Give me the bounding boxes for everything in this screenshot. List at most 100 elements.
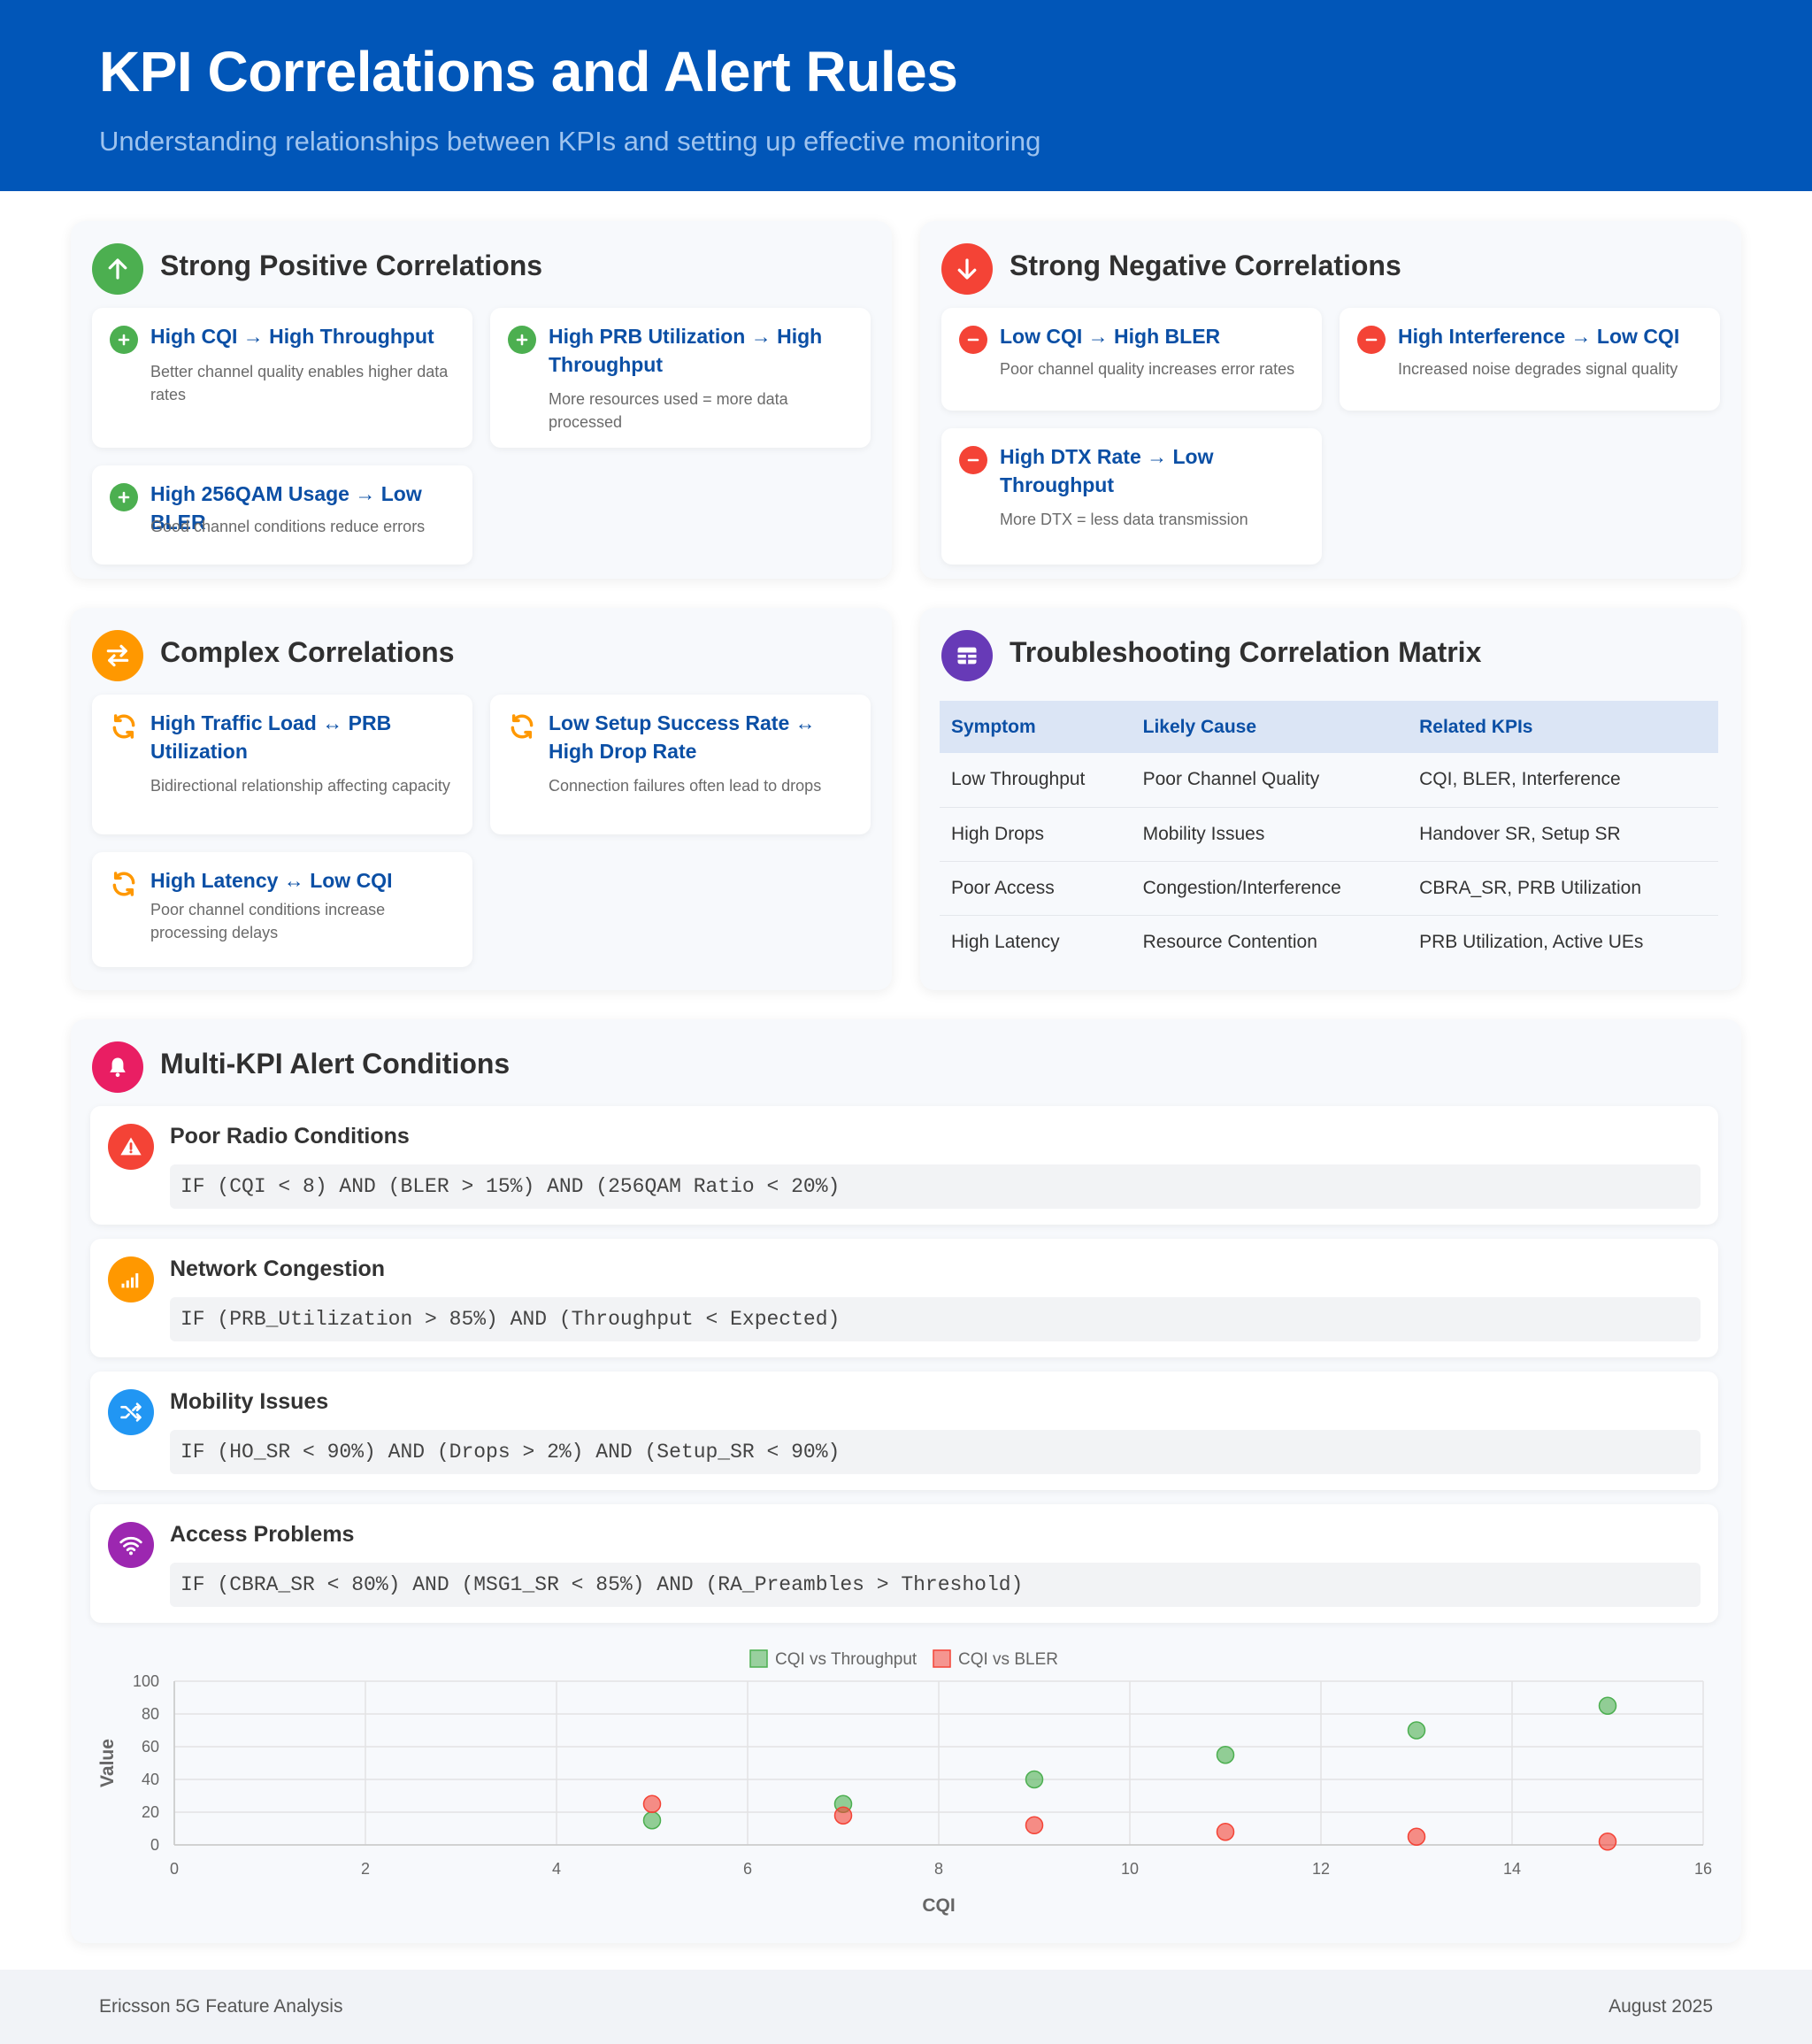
card-description: Better channel quality enables higher da… bbox=[150, 363, 449, 403]
bell-icon bbox=[92, 1041, 143, 1093]
sync-icon bbox=[508, 712, 536, 741]
legend-swatch bbox=[933, 1649, 951, 1668]
alert-rule-card: Poor Radio Conditions IF (CQI < 8) AND (… bbox=[90, 1106, 1718, 1225]
card-title: High DTX Rate → Low Throughput bbox=[1000, 445, 1214, 496]
data-point bbox=[1025, 1816, 1044, 1835]
minus-icon bbox=[959, 446, 987, 474]
x-axis-title: CQI bbox=[922, 1895, 955, 1916]
x-tick-label: 4 bbox=[552, 1860, 561, 1878]
card-title: Low Setup Success Rate ↔ High Drop Rate bbox=[549, 711, 816, 763]
plus-icon bbox=[508, 326, 536, 354]
correlation-matrix-panel: Troubleshooting Correlation Matrix Sympt… bbox=[920, 608, 1741, 990]
legend-label: CQI vs BLER bbox=[958, 1650, 1058, 1669]
card-title: High Latency ↔ Low CQI bbox=[150, 869, 393, 892]
card-description: Poor channel conditions increase process… bbox=[150, 901, 386, 941]
section-title: Multi-KPI Alert Conditions bbox=[160, 1048, 511, 1080]
section-title: Troubleshooting Correlation Matrix bbox=[1010, 636, 1482, 668]
minus-icon bbox=[1357, 326, 1386, 354]
card-title: Low CQI → High BLER bbox=[1000, 325, 1221, 348]
arrow-up-icon bbox=[92, 243, 143, 295]
positive-correlations-panel: Strong Positive Correlations High CQI → … bbox=[71, 221, 892, 579]
section-title: Strong Negative Correlations bbox=[1010, 250, 1401, 281]
correlation-card: High 256QAM Usage → Low BLER Good channe… bbox=[92, 465, 472, 565]
legend-swatch bbox=[749, 1649, 768, 1668]
column-header: Symptom bbox=[940, 701, 1132, 753]
correlation-card: High CQI → High Throughput Better channe… bbox=[92, 308, 472, 448]
arrow-down-icon bbox=[941, 243, 993, 295]
correlation-card: Low Setup Success Rate ↔ High Drop Rate … bbox=[490, 695, 871, 834]
data-point bbox=[1216, 1822, 1235, 1841]
card-description: Bidirectional relationship affecting cap… bbox=[150, 777, 450, 795]
card-title: High CQI → High Throughput bbox=[150, 325, 434, 348]
x-tick-label: 10 bbox=[1121, 1860, 1139, 1878]
correlation-card: High DTX Rate → Low Throughput More DTX … bbox=[941, 428, 1322, 565]
data-point bbox=[1598, 1696, 1617, 1715]
y-axis-title: Value bbox=[97, 1739, 118, 1787]
x-tick-label: 14 bbox=[1503, 1860, 1521, 1878]
x-tick-label: 16 bbox=[1694, 1860, 1712, 1878]
data-point bbox=[1216, 1746, 1235, 1764]
table-row: Poor Access Congestion/Interference CBRA… bbox=[940, 861, 1718, 916]
card-description: Poor channel quality increases error rat… bbox=[1000, 360, 1295, 378]
plus-icon bbox=[110, 483, 138, 511]
card-description: Good channel conditions reduce errors bbox=[150, 518, 426, 535]
page-title: KPI Correlations and Alert Rules bbox=[99, 40, 958, 104]
page-footer: Ericsson 5G Feature Analysis August 2025 bbox=[0, 1970, 1812, 2044]
y-tick-label: 100 bbox=[133, 1672, 159, 1690]
table-icon bbox=[941, 630, 993, 681]
table-row: High Latency Resource Contention PRB Uti… bbox=[940, 915, 1718, 969]
y-tick-label: 60 bbox=[142, 1738, 159, 1756]
table-cell: Poor Access bbox=[940, 861, 1132, 916]
section-title: Strong Positive Correlations bbox=[160, 250, 543, 281]
table-cell: Congestion/Interference bbox=[1131, 861, 1409, 916]
correlation-matrix-table: Symptom Likely Cause Related KPIs Low Th… bbox=[940, 701, 1718, 969]
data-point bbox=[1025, 1770, 1044, 1789]
alert-rule-card: Access Problems IF (CBRA_SR < 80%) AND (… bbox=[90, 1504, 1718, 1623]
alert-condition-code: IF (PRB_Utilization > 85%) AND (Throughp… bbox=[170, 1297, 1701, 1341]
x-tick-label: 0 bbox=[170, 1860, 179, 1878]
sync-icon bbox=[110, 870, 138, 898]
table-row: Low Throughput Poor Channel Quality CQI,… bbox=[940, 753, 1718, 808]
footer-source: Ericsson 5G Feature Analysis bbox=[99, 1996, 343, 2017]
table-cell: Mobility Issues bbox=[1131, 807, 1409, 862]
alert-title: Network Congestion bbox=[170, 1256, 386, 1281]
card-description: Increased noise degrades signal quality bbox=[1398, 360, 1678, 378]
data-point bbox=[1407, 1827, 1426, 1846]
card-description: Connection failures often lead to drops bbox=[549, 777, 822, 795]
table-cell: CBRA_SR, PRB Utilization bbox=[1408, 861, 1718, 916]
y-tick-label: 80 bbox=[142, 1705, 159, 1723]
table-cell: PRB Utilization, Active UEs bbox=[1419, 931, 1644, 952]
table-cell: High Drops bbox=[940, 807, 1132, 862]
column-header: Likely Cause bbox=[1131, 701, 1409, 753]
data-point bbox=[642, 1794, 662, 1813]
correlation-card: Low CQI → High BLER Poor channel quality… bbox=[941, 308, 1322, 411]
plus-icon bbox=[110, 326, 138, 354]
legend-label: CQI vs Throughput bbox=[775, 1650, 918, 1669]
sync-icon bbox=[110, 712, 138, 741]
table-cell: High Latency bbox=[951, 931, 1060, 952]
signal-bars-icon bbox=[108, 1256, 154, 1302]
section-title: Complex Correlations bbox=[160, 636, 455, 668]
x-tick-label: 2 bbox=[361, 1860, 370, 1878]
alert-title: Mobility Issues bbox=[170, 1389, 329, 1414]
alert-rule-card: Network Congestion IF (PRB_Utilization >… bbox=[90, 1239, 1718, 1357]
card-description: More resources used = more data processe… bbox=[549, 390, 788, 431]
data-point bbox=[1598, 1833, 1617, 1851]
alert-condition-code: IF (CQI < 8) AND (BLER > 15%) AND (256QA… bbox=[170, 1164, 1701, 1209]
page-header: KPI Correlations and Alert Rules Underst… bbox=[0, 0, 1812, 191]
y-tick-label: 40 bbox=[142, 1771, 159, 1788]
column-header: Related KPIs bbox=[1408, 701, 1718, 753]
correlation-card: High Latency ↔ Low CQI Poor channel cond… bbox=[92, 852, 472, 967]
alert-title: Poor Radio Conditions bbox=[170, 1124, 410, 1149]
warning-icon bbox=[108, 1124, 154, 1170]
alert-condition-code: IF (HO_SR < 90%) AND (Drops > 2%) AND (S… bbox=[170, 1430, 1701, 1474]
alert-condition-code: IF (CBRA_SR < 80%) AND (MSG1_SR < 85%) A… bbox=[170, 1563, 1701, 1607]
data-point bbox=[1407, 1721, 1426, 1740]
table-cell: CQI, BLER, Interference bbox=[1408, 753, 1718, 808]
data-point bbox=[642, 1811, 662, 1830]
wifi-icon bbox=[108, 1522, 154, 1568]
negative-correlations-panel: Strong Negative Correlations Low CQI → H… bbox=[920, 221, 1741, 579]
y-tick-label: 0 bbox=[150, 1836, 159, 1854]
correlation-card: High Traffic Load ↔ PRB Utilization Bidi… bbox=[92, 695, 472, 834]
cqi-correlation-scatter-chart: 0 2 4 6 8 10 12 14 16 0 20 40 60 80 100 CQI Value CQI vs … bbox=[97, 1649, 1712, 1916]
